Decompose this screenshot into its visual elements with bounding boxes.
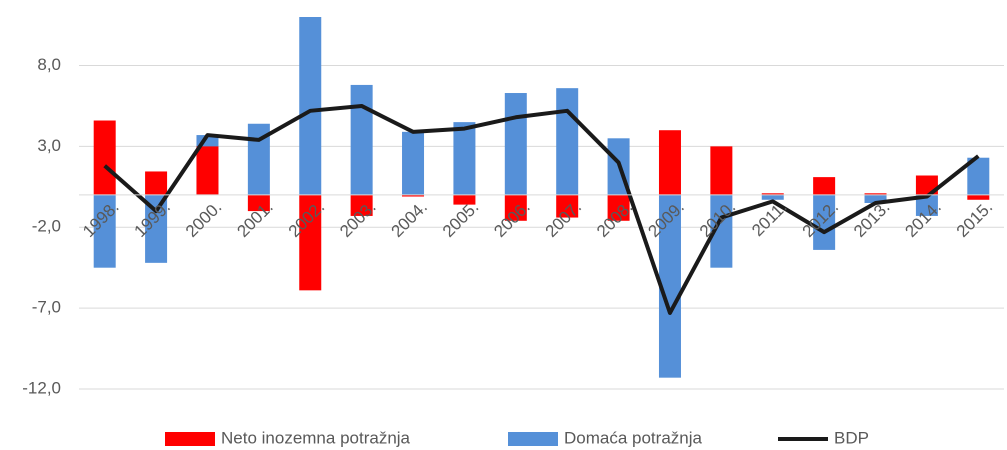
legend-label: BDP [834,428,869,447]
bar [967,157,990,195]
y-tick-label: 3,0 [37,136,61,155]
bar [402,194,425,197]
bar [504,194,527,221]
legend-swatch [165,432,215,446]
bar [247,123,270,195]
bar [864,194,887,203]
bar [761,193,784,195]
bar [145,194,168,263]
bar [813,177,836,195]
bar [761,194,784,200]
bar [299,194,322,291]
bar [556,194,579,218]
legend-label: Domaća potražnja [564,428,703,447]
bar [93,120,116,195]
bar [710,194,733,268]
bar [93,194,116,268]
bar [710,146,733,195]
bar [813,194,836,250]
y-tick-label: -7,0 [32,298,61,317]
bar [658,194,681,378]
x-tick-label: 2000. [182,197,226,241]
bar [453,122,476,195]
bar [350,194,373,216]
bar [402,131,425,195]
bar [145,171,168,195]
bar [864,193,887,195]
bar [556,88,579,195]
bar [504,93,527,195]
bar [967,194,990,200]
y-tick-label: 8,0 [37,55,61,74]
bar [915,194,938,216]
bar [196,146,219,195]
x-tick-label: 2015. [953,197,997,241]
legend-label: Neto inozemna potražnja [221,428,411,447]
bar [247,194,270,212]
y-tick-label: -2,0 [32,217,61,236]
bar [658,130,681,195]
y-tick-label: -12,0 [22,378,61,397]
bar [453,194,476,205]
line [103,103,980,315]
bar [350,84,373,195]
legend-swatch [508,432,558,446]
x-tick-label: 2004. [388,197,432,241]
bar [607,194,630,221]
bar [299,17,322,195]
